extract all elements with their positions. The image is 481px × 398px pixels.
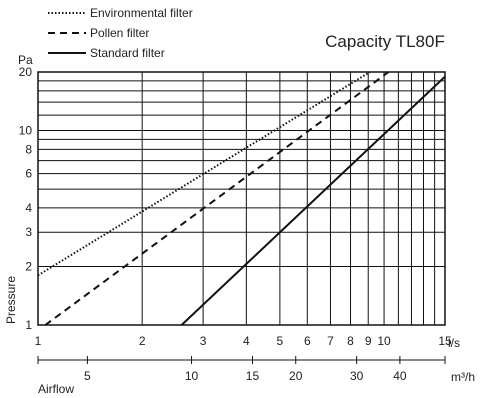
x-tick-label-primary: 6 [304, 334, 311, 348]
plot-frame [37, 71, 446, 326]
x-axis-secondary-label: Airflow [38, 382, 74, 396]
x-tick-label-secondary: 10 [185, 369, 199, 383]
legend-label-1: Environmental filter [90, 6, 193, 20]
y-tick-label: 8 [25, 142, 32, 156]
x-tick-label-primary: 8 [347, 334, 354, 348]
y-axis-label: Pressure [4, 276, 18, 324]
y-tick-label: 3 [25, 225, 32, 239]
x-tick-label-secondary: 30 [350, 369, 364, 383]
x-axis-primary-unit-label: l/s [448, 336, 460, 350]
y-tick-label: 10 [19, 124, 33, 138]
x-tick-label-primary: 1 [35, 334, 42, 348]
x-tick-label-secondary: 5 [84, 369, 91, 383]
series-line-2 [44, 72, 390, 325]
y-tick-label: 1 [25, 318, 32, 332]
x-tick-label-secondary: 40 [393, 369, 407, 383]
x-tick-label-primary: 10 [377, 334, 391, 348]
legend-label-2: Pollen filter [90, 26, 149, 40]
grid [37, 71, 446, 326]
series-lines [38, 72, 445, 325]
y-axis-unit-label: Pa [18, 53, 33, 67]
x-tick-label-primary: 5 [277, 334, 284, 348]
x-tick-label-primary: 15 [438, 334, 452, 348]
legend: Environmental filter Pollen filter Standar… [48, 6, 193, 60]
y-tick-label: 20 [19, 65, 33, 79]
legend-label-3: Standard filter [90, 46, 165, 60]
x-tick-label-secondary: 15 [246, 369, 260, 383]
y-tick-label: 4 [25, 201, 32, 215]
x-tick-label-primary: 7 [327, 334, 334, 348]
x-tick-label-primary: 2 [139, 334, 146, 348]
x-axis-secondary-unit-label: m³/h [451, 370, 475, 384]
x-tick-label-primary: 9 [365, 334, 372, 348]
chart-title: Capacity TL80F [325, 32, 445, 51]
series-line-3 [180, 75, 445, 325]
x-tick-label-primary: 3 [200, 334, 207, 348]
y-tick-label: 6 [25, 167, 32, 181]
y-tick-label: 2 [25, 259, 32, 273]
x-tick-label-primary: 4 [243, 334, 250, 348]
x-tick-label-secondary: 20 [289, 369, 303, 383]
